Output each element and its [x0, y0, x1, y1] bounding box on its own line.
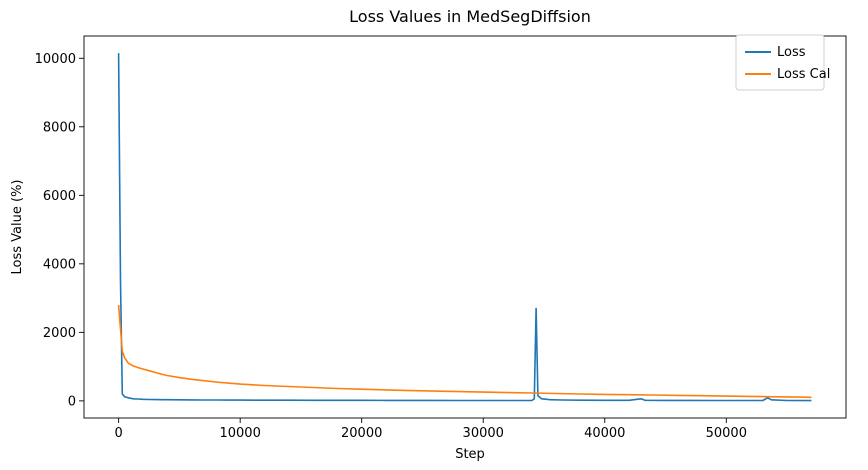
legend: Loss Loss Cal	[735, 34, 830, 91]
chart-title: Loss Values in MedSegDiffsion	[349, 7, 591, 26]
y-tick-label: 2000	[43, 326, 76, 341]
y-tick-label: 4000	[43, 257, 76, 272]
series-lines	[117, 53, 812, 402]
x-tick-label: 0	[114, 426, 122, 441]
y-tick-label: 0	[68, 394, 76, 409]
plot-background	[84, 36, 846, 418]
axes: 0 10000 20000 30000 40000 50000 0 2000 4000 6000 8…	[35, 35, 847, 441]
legend-frame	[735, 34, 825, 91]
series-line-loss-cal	[117, 304, 812, 399]
x-tick-label: 10000	[219, 426, 260, 441]
y-tick-label: 10000	[35, 52, 76, 67]
x-tick-label: 30000	[463, 426, 504, 441]
series-line-loss	[117, 53, 812, 402]
x-tick-label: 40000	[584, 426, 625, 441]
legend-label-loss: Loss	[777, 45, 806, 60]
y-tick-label: 6000	[43, 189, 76, 204]
y-axis-label: Loss Value (%)	[10, 180, 25, 275]
y-tick-label: 8000	[43, 120, 76, 135]
x-tick-label: 20000	[341, 426, 382, 441]
legend-label-loss-cal: Loss Cal	[777, 67, 830, 82]
plot-frame	[83, 35, 847, 419]
plot-area	[84, 36, 846, 418]
x-axis-label: Step	[455, 447, 485, 462]
x-tick-label: 50000	[706, 426, 747, 441]
